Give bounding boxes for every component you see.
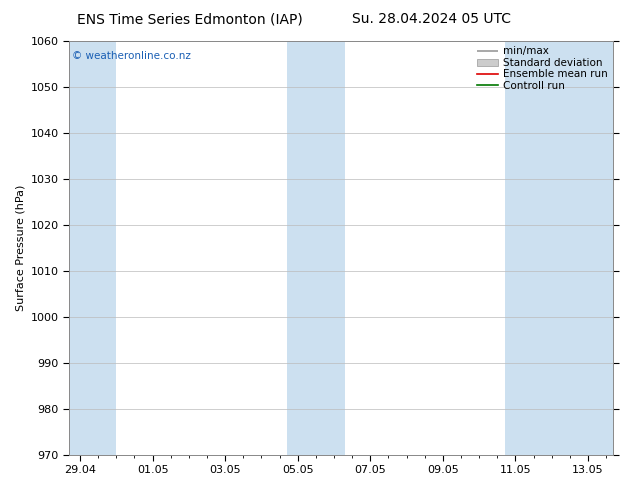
Bar xyxy=(287,41,345,455)
Y-axis label: Surface Pressure (hPa): Surface Pressure (hPa) xyxy=(15,185,25,311)
Bar xyxy=(69,41,116,455)
Text: ENS Time Series Edmonton (IAP): ENS Time Series Edmonton (IAP) xyxy=(77,12,303,26)
Text: © weatheronline.co.nz: © weatheronline.co.nz xyxy=(72,51,191,61)
Text: Su. 28.04.2024 05 UTC: Su. 28.04.2024 05 UTC xyxy=(352,12,510,26)
Bar xyxy=(505,41,614,455)
Legend: min/max, Standard deviation, Ensemble mean run, Controll run: min/max, Standard deviation, Ensemble me… xyxy=(476,44,611,93)
